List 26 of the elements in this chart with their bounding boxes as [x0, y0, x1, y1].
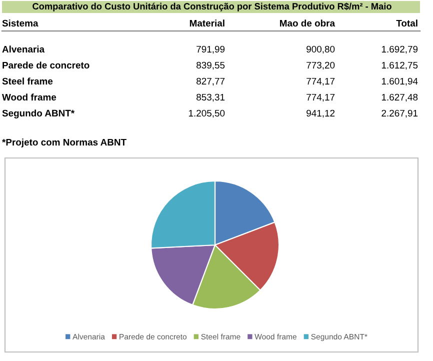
text: Segundo ABNT*	[2, 110, 75, 118]
text: Material	[190, 20, 224, 27]
text: 791,99	[196, 46, 225, 54]
text: Sistema	[2, 20, 38, 27]
text: 1.692,79	[382, 46, 418, 54]
text: Wood frame	[2, 94, 56, 101]
text: Steel frame	[2, 78, 53, 85]
text: 900,80	[306, 46, 335, 54]
text: 941,12	[306, 110, 335, 118]
text: 853,31	[196, 94, 225, 102]
chart-title: Comparativo do Custo Unitário da Construção por Sistema Produtivo R$/m² - Maio	[32, 2, 392, 12]
text: 773,20	[306, 62, 335, 70]
text: 827,77	[196, 78, 225, 86]
text: 1.205,50	[188, 110, 225, 118]
text: 1.627,48	[382, 94, 418, 102]
text: 1.612,75	[382, 62, 418, 70]
text: 1.601,94	[382, 78, 418, 86]
text: 774,17	[306, 94, 335, 102]
text: 774,17	[306, 78, 335, 86]
text: Parede de concreto	[2, 62, 90, 69]
text: 839,55	[196, 62, 225, 70]
text: Total	[396, 20, 418, 27]
text: *Projeto com Normas ABNT	[2, 138, 126, 148]
text: 2.267,91	[382, 110, 418, 118]
text: Mao de obra	[280, 20, 336, 27]
text: Alvenaria	[2, 46, 45, 53]
